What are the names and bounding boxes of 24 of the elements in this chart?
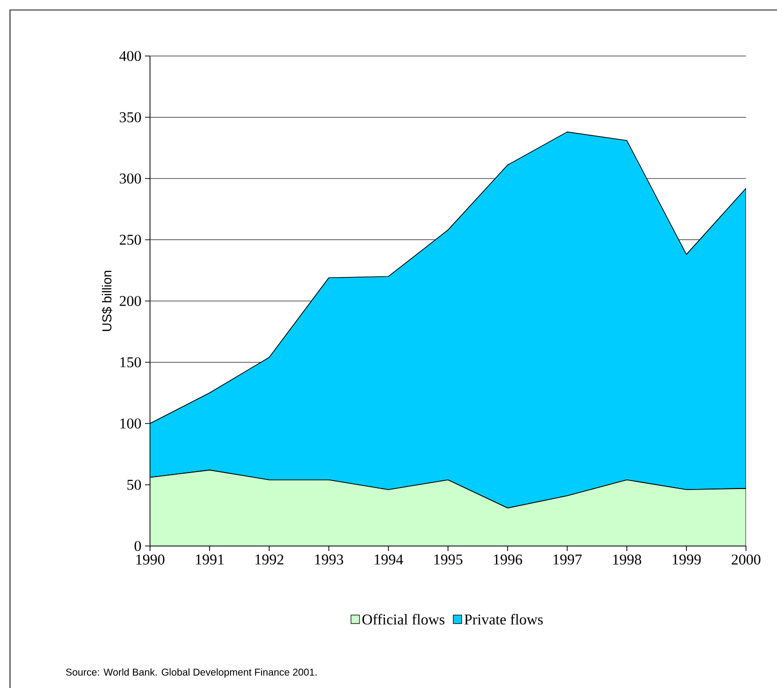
x-tick-label: 1991: [196, 554, 224, 565]
y-tick-label: 0: [134, 540, 141, 552]
x-tick-label: 1993: [315, 554, 344, 565]
y-axis-title: US$ billion: [102, 270, 112, 331]
y-tick-label: 300: [120, 173, 141, 184]
x-tick-label: 1996: [494, 554, 522, 565]
x-tick-label: 1998: [613, 554, 642, 565]
x-tick-label: 1995: [434, 554, 462, 565]
x-tick-label: 1997: [554, 554, 582, 565]
x-tick-label: 2000: [732, 554, 760, 565]
x-tick-label: 1999: [672, 554, 701, 565]
x-tick-label: 1990: [136, 554, 164, 565]
y-tick-label: 100: [120, 418, 141, 429]
y-tick-label: 400: [119, 50, 141, 62]
legend-label: Official flows: [362, 614, 444, 625]
y-tick-label: 150: [120, 357, 141, 368]
x-tick-label: 1994: [374, 554, 404, 565]
y-tick-label: 50: [127, 480, 141, 490]
x-tick-label: 1992: [256, 554, 284, 565]
y-tick-label: 250: [120, 234, 141, 245]
source-note: Source: World Bank. Global Development Finance 2001.: [66, 668, 317, 678]
y-tick-label: 350: [120, 112, 141, 122]
legend-label: Private flows: [464, 614, 543, 625]
y-tick-label: 200: [120, 296, 141, 306]
